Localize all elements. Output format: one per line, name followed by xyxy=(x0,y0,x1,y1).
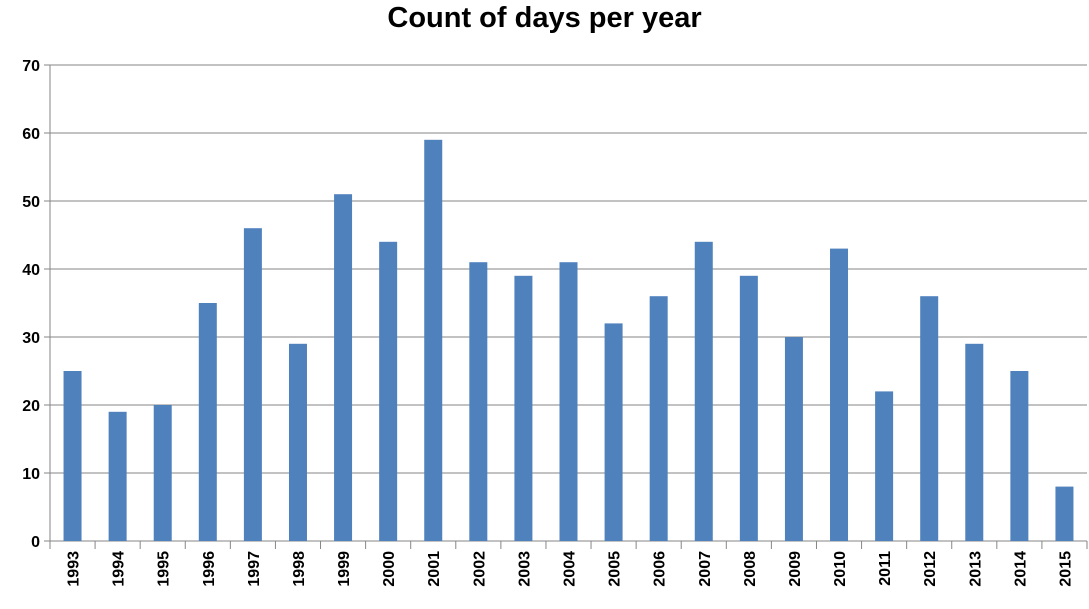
bar-2013 xyxy=(965,343,984,541)
x-tick-label: 2015 xyxy=(1057,551,1074,587)
bar-1998 xyxy=(288,343,307,541)
x-tick-label: 1995 xyxy=(156,551,173,587)
x-tick-label: 2014 xyxy=(1012,551,1029,587)
x-tick-label: 2007 xyxy=(697,551,714,587)
x-tick-label: 1994 xyxy=(111,551,128,587)
x-tick-label: 2005 xyxy=(607,551,624,587)
x-tick-label: 2001 xyxy=(426,551,443,587)
bar-2015 xyxy=(1055,486,1074,541)
y-tick-label: 10 xyxy=(22,466,40,483)
x-tick-label: 1998 xyxy=(291,551,308,587)
bar-1993 xyxy=(63,371,82,541)
bar-1995 xyxy=(153,405,172,541)
x-tick-label: 2009 xyxy=(787,551,804,587)
x-tick-label: 1997 xyxy=(246,551,263,587)
bar-2004 xyxy=(559,262,578,541)
y-tick-label: 70 xyxy=(22,58,40,75)
x-tick-label: 2008 xyxy=(742,551,759,587)
bar-2000 xyxy=(379,241,398,542)
bar-2003 xyxy=(514,275,533,541)
x-tick-label: 2010 xyxy=(832,551,849,587)
x-tick-label: 2013 xyxy=(967,551,984,587)
bar-2007 xyxy=(694,241,713,542)
x-tick-label: 1996 xyxy=(201,551,218,587)
bar-1997 xyxy=(243,228,262,541)
y-tick-label: 20 xyxy=(22,398,40,415)
bar-1996 xyxy=(198,303,217,541)
bar-1999 xyxy=(334,194,353,541)
y-tick-label: 40 xyxy=(22,262,40,279)
y-tick-label: 60 xyxy=(22,126,40,143)
bar-2009 xyxy=(784,337,803,541)
x-tick-label: 2003 xyxy=(516,551,533,587)
x-tick-label: 2006 xyxy=(652,551,669,587)
bar-2014 xyxy=(1010,371,1029,541)
x-tick-label: 2000 xyxy=(381,551,398,587)
bar-2006 xyxy=(649,296,668,541)
bar-2002 xyxy=(469,262,488,541)
x-tick-label: 2011 xyxy=(877,551,894,586)
y-tick-label: 0 xyxy=(31,534,40,551)
x-tick-label: 1993 xyxy=(66,551,83,587)
bar-2011 xyxy=(875,391,894,541)
bar-2001 xyxy=(424,139,443,542)
bar-2012 xyxy=(920,296,939,541)
x-tick-label: 2004 xyxy=(562,551,579,587)
bar-1994 xyxy=(108,411,127,541)
x-tick-label: 2012 xyxy=(922,551,939,587)
y-tick-label: 30 xyxy=(22,330,40,347)
bar-2010 xyxy=(830,248,849,541)
x-tick-label: 1999 xyxy=(336,551,353,587)
x-tick-label: 2002 xyxy=(471,551,488,587)
bar-2008 xyxy=(739,275,758,541)
chart-title: Count of days per year xyxy=(387,2,702,34)
bar-2005 xyxy=(604,323,623,541)
y-tick-label: 50 xyxy=(22,194,40,211)
